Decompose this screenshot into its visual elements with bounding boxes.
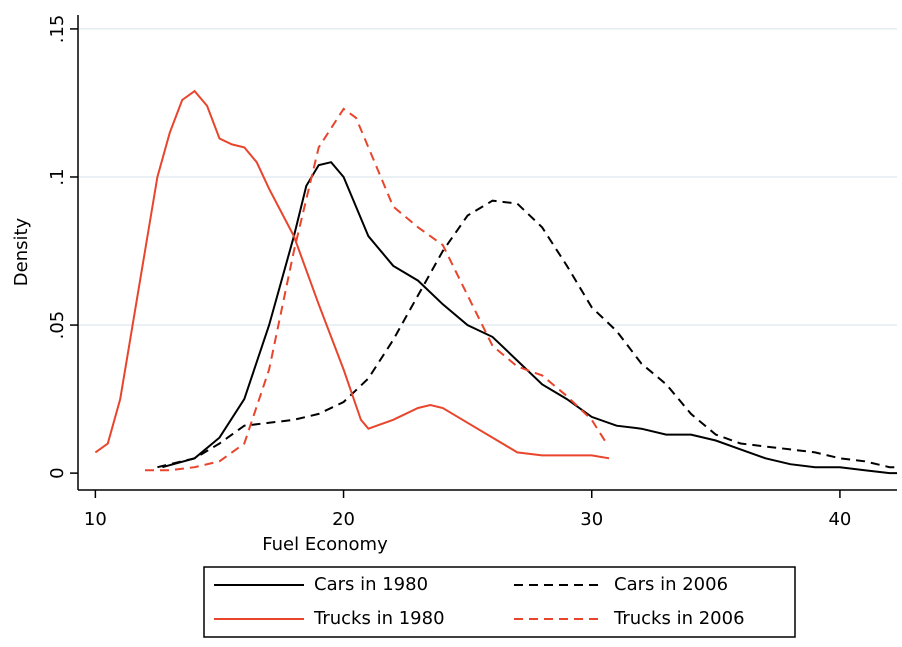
x-tick-label: 30: [580, 509, 603, 530]
series-line: [94, 89, 610, 460]
y-axis-label: Density: [11, 217, 32, 286]
y-tick-label: 0: [47, 467, 68, 478]
legend-box: [203, 566, 796, 638]
x-axis-label: Fuel Economy: [262, 534, 388, 555]
y-tick-label: .05: [47, 311, 68, 340]
y-tick-label: .15: [47, 15, 68, 44]
series-line: [145, 107, 608, 472]
legend-label: Trucks in 2006: [613, 608, 745, 629]
x-tick-label: 40: [828, 509, 851, 530]
legend-label: Cars in 2006: [614, 574, 728, 595]
x-tick-label: 20: [332, 509, 355, 530]
legend-label: Cars in 1980: [314, 574, 428, 595]
series-line: [162, 161, 897, 475]
legend-label: Trucks in 1980: [313, 608, 445, 629]
y-tick-label: .1: [47, 168, 68, 185]
x-tick-label: 10: [84, 509, 107, 530]
series-line: [157, 199, 897, 469]
